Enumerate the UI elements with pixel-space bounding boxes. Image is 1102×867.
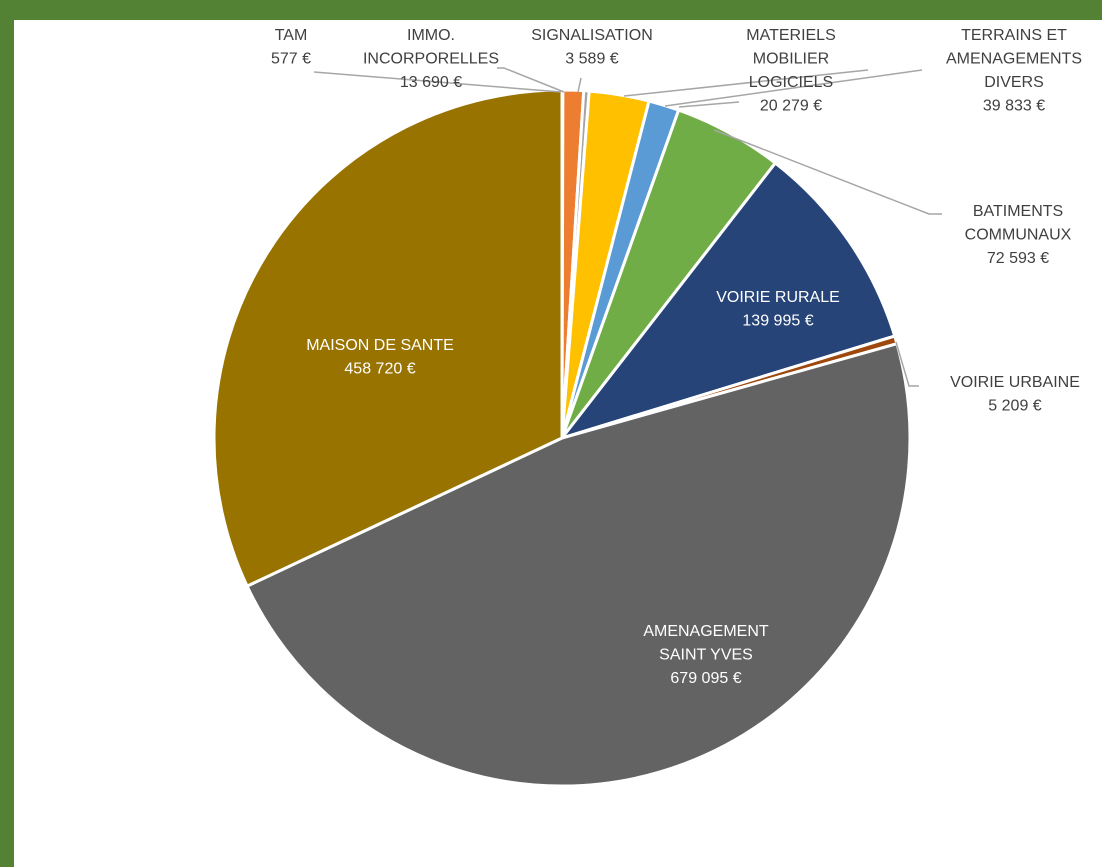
data-label-1-line-0: IMMO. <box>407 27 455 44</box>
data-label-7-line-0: VOIRIE URBAINE <box>950 374 1080 391</box>
data-label-2-line-0: SIGNALISATION <box>531 27 653 44</box>
data-label-6-line-0: VOIRIE RURALE <box>716 289 840 306</box>
data-labels: TAM 577 € IMMO. INCORPORELLES 13 690 € SIGNAL… <box>271 27 1082 687</box>
leader-line-5 <box>678 101 740 108</box>
data-label-3-line-2: LOGICIELS <box>749 74 833 91</box>
data-label-8-line-0: AMENAGEMENT <box>643 623 769 640</box>
data-label-7: VOIRIE URBAINE 5 209 € <box>950 374 1080 415</box>
pie-slice-6 <box>560 161 897 440</box>
leader-line-7 <box>895 341 919 387</box>
data-label-8-line-1: SAINT YVES <box>659 647 753 664</box>
leader-line-6 <box>713 129 942 215</box>
data-label-7-line-1: 5 209 € <box>988 398 1041 415</box>
data-label-5-line-0: BATIMENTS <box>973 203 1063 220</box>
data-label-9-line-0: MAISON DE SANTE <box>306 337 454 354</box>
data-label-4-line-3: 39 833 € <box>983 98 1045 115</box>
chart-area: TAM 577 € IMMO. INCORPORELLES 13 690 € SIGNAL… <box>14 20 1102 867</box>
data-label-2-line-1: 3 589 € <box>565 51 618 68</box>
data-label-6-line-1: 139 995 € <box>742 313 813 330</box>
data-label-9-line-1: 458 720 € <box>344 361 415 378</box>
data-label-6: VOIRIE RURALE 139 995 € <box>716 289 840 330</box>
data-label-0: TAM 577 € <box>271 27 311 68</box>
data-label-3: MATERIELS MOBILIER LOGICIELS 20 279 € <box>746 27 836 115</box>
data-label-4: TERRAINS ET AMENAGEMENTS DIVERS 39 833 € <box>946 27 1082 115</box>
leader-lines <box>313 67 942 387</box>
data-label-0-line-1: 577 € <box>271 51 311 68</box>
pie-slice-8 <box>245 342 912 788</box>
leader-line-4 <box>664 69 923 107</box>
data-label-4-line-0: TERRAINS ET <box>961 27 1067 44</box>
data-label-4-line-2: DIVERS <box>984 74 1044 91</box>
data-label-1-line-2: 13 690 € <box>400 74 462 91</box>
data-label-0-line-0: TAM <box>275 27 308 44</box>
data-label-5-line-1: COMMUNAUX <box>965 227 1072 244</box>
pie-chart: TAM 577 € IMMO. INCORPORELLES 13 690 € SIGNAL… <box>212 27 1082 788</box>
data-label-3-line-1: MOBILIER <box>753 51 829 68</box>
data-label-1: IMMO. INCORPORELLES 13 690 € <box>363 27 499 91</box>
pie-slice-9 <box>212 88 564 588</box>
data-label-5-line-2: 72 593 € <box>987 250 1049 267</box>
leader-line-3 <box>623 69 869 97</box>
pie-slices <box>212 88 912 788</box>
leader-line-0 <box>313 71 562 93</box>
data-label-3-line-3: 20 279 € <box>760 98 822 115</box>
leader-line-1 <box>497 67 565 93</box>
data-label-4-line-1: AMENAGEMENTS <box>946 51 1082 68</box>
data-label-3-line-0: MATERIELS <box>746 27 836 44</box>
data-label-8-line-2: 679 095 € <box>670 670 741 687</box>
data-label-9: MAISON DE SANTE 458 720 € <box>306 337 454 378</box>
leader-line-2 <box>577 77 582 93</box>
data-label-2: SIGNALISATION 3 589 € <box>531 27 653 68</box>
data-label-1-line-1: INCORPORELLES <box>363 51 499 68</box>
data-label-8: AMENAGEMENT SAINT YVES 679 095 € <box>643 623 769 687</box>
data-label-5: BATIMENTS COMMUNAUX 72 593 € <box>965 203 1072 267</box>
